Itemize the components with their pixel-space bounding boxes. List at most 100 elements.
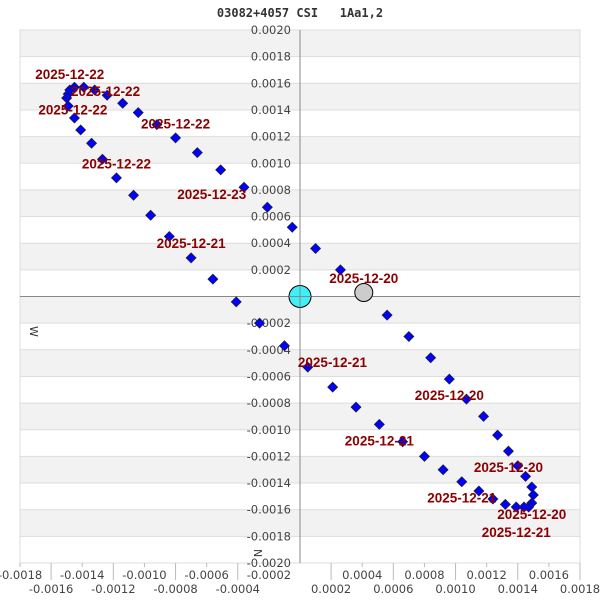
x-tick-label: -0.0002 xyxy=(247,568,291,582)
date-annotation: 2025-12-21 xyxy=(157,236,227,251)
x-tick-label: -0.0008 xyxy=(153,582,197,596)
data-point xyxy=(238,181,250,193)
y-tick-label: -0.0006 xyxy=(247,369,291,383)
x-tick-label: 0.0010 xyxy=(435,582,475,596)
data-point xyxy=(62,100,74,112)
date-annotation: 2025-12-22 xyxy=(38,102,107,117)
data-point xyxy=(425,352,437,364)
y-tick-label: -0.0012 xyxy=(247,449,291,463)
date-annotation: 2025-12-21 xyxy=(298,355,368,370)
data-point xyxy=(191,147,203,159)
data-point xyxy=(163,231,175,243)
date-annotation: 2025-12-20 xyxy=(329,271,398,286)
data-point xyxy=(215,164,227,176)
data-point xyxy=(170,132,182,144)
data-point xyxy=(520,470,532,482)
data-point xyxy=(278,340,290,352)
data-point xyxy=(68,112,80,124)
data-point xyxy=(286,221,298,233)
data-point xyxy=(96,153,108,165)
x-tick-label: -0.0018 xyxy=(0,568,42,582)
data-point xyxy=(502,445,514,457)
date-annotation: 2025-12-21 xyxy=(427,491,497,506)
date-annotation: 2025-12-22 xyxy=(82,156,151,171)
data-point xyxy=(185,252,197,264)
data-point xyxy=(487,493,499,505)
data-point xyxy=(132,107,144,119)
x-tick-label: 0.0004 xyxy=(342,568,382,582)
y-tick-label: 0.0012 xyxy=(251,130,291,144)
data-point xyxy=(518,501,530,513)
data-point xyxy=(254,317,266,329)
y-tick-label: 0.0014 xyxy=(251,103,291,117)
data-point xyxy=(499,498,511,510)
date-annotation: 2025-12-22 xyxy=(71,84,140,99)
x-tick-label: 0.0016 xyxy=(529,568,569,582)
data-point xyxy=(334,264,346,276)
y-tick-label: -0.0016 xyxy=(247,503,291,517)
x-tick-label: -0.0010 xyxy=(122,568,166,582)
date-annotation: 2025-12-20 xyxy=(497,507,566,522)
x-tick-label: 0.0012 xyxy=(467,568,507,582)
data-point xyxy=(456,476,468,488)
data-point xyxy=(512,460,524,472)
data-point xyxy=(207,273,219,285)
x-tick-label: -0.0006 xyxy=(184,568,228,582)
data-point xyxy=(527,489,539,501)
date-annotation: 2025-12-21 xyxy=(482,525,552,540)
date-annotation: 2025-12-22 xyxy=(35,67,104,82)
date-annotation: 2025-12-20 xyxy=(474,460,543,475)
x-tick-label: 0.0018 xyxy=(560,582,600,596)
x-tick-label: 0.0014 xyxy=(498,582,538,596)
date-annotation: 2025-12-23 xyxy=(177,187,247,202)
x-axis-label: W xyxy=(27,326,40,337)
data-point xyxy=(381,309,393,321)
y-tick-label: 0.0002 xyxy=(251,263,291,277)
data-point xyxy=(397,436,409,448)
x-tick-label: -0.0012 xyxy=(91,582,135,596)
x-tick-label: -0.0016 xyxy=(29,582,73,596)
x-tick-label: 0.0002 xyxy=(311,582,351,596)
data-point xyxy=(117,97,129,109)
data-point xyxy=(101,89,113,101)
y-tick-label: -0.0014 xyxy=(247,476,291,490)
chart-title: 03082+4057 CSI 1Aa1,2 xyxy=(216,6,384,20)
y-tick-label: 0.0016 xyxy=(251,76,291,90)
data-point xyxy=(473,485,485,497)
data-point xyxy=(460,393,472,405)
y-tick-label: 0.0006 xyxy=(251,210,291,224)
data-point xyxy=(373,418,385,430)
data-point xyxy=(403,330,415,342)
data-point xyxy=(478,410,490,422)
reference-marker xyxy=(354,283,374,303)
x-tick-label: -0.0004 xyxy=(216,582,260,596)
y-tick-label: 0.0010 xyxy=(251,156,291,170)
data-point xyxy=(437,464,449,476)
date-annotation: 2025-12-22 xyxy=(141,116,210,131)
data-point xyxy=(492,429,504,441)
data-point xyxy=(75,124,87,136)
data-point xyxy=(68,81,80,93)
y-tick-label: 0.0020 xyxy=(251,23,291,37)
y-tick-label: -0.0008 xyxy=(247,396,291,410)
data-point xyxy=(261,201,273,213)
data-point xyxy=(310,243,322,255)
date-annotation: 2025-12-21 xyxy=(345,433,415,448)
x-tick-label: -0.0014 xyxy=(60,568,104,582)
y-tick-label: 0.0008 xyxy=(251,183,291,197)
y-tick-label: -0.0018 xyxy=(247,529,291,543)
x-tick-label: 0.0006 xyxy=(373,582,413,596)
data-point xyxy=(110,172,122,184)
data-point xyxy=(302,361,314,373)
data-point xyxy=(230,296,242,308)
y-tick-label: -0.0010 xyxy=(247,423,291,437)
data-point xyxy=(510,501,522,513)
y-axis-label: N xyxy=(251,549,264,557)
data-point xyxy=(327,381,339,393)
data-point xyxy=(78,81,90,93)
data-point xyxy=(350,401,362,413)
data-point xyxy=(418,450,430,462)
data-point xyxy=(89,84,101,96)
data-point xyxy=(145,209,157,221)
data-point xyxy=(128,189,140,201)
